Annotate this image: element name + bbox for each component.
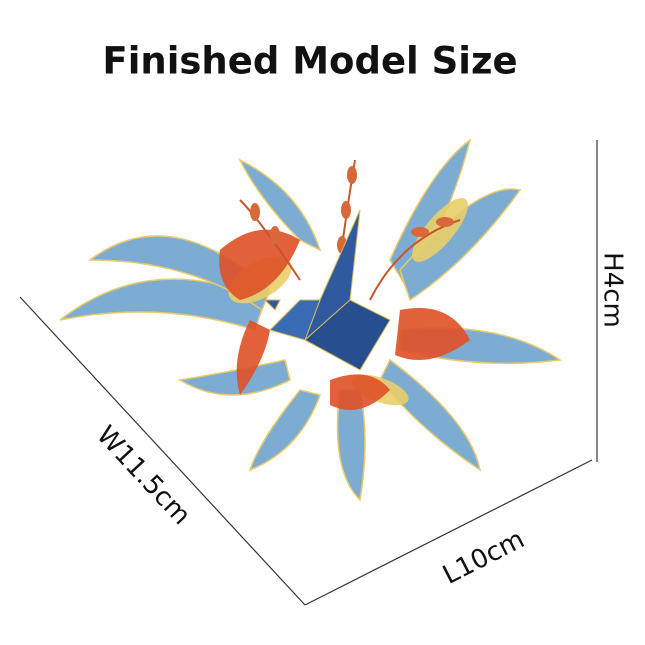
dimension-lines	[19, 140, 598, 606]
model-illustration	[59, 138, 563, 502]
length-label: L10cm	[438, 524, 529, 590]
width-label: W11.5cm	[90, 420, 196, 531]
title: Finished Model Size	[102, 40, 517, 83]
height-label: H4cm	[598, 252, 628, 328]
